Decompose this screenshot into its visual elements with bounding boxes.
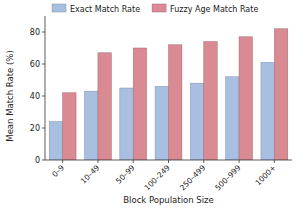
bars [49,29,288,160]
legend-swatch [152,4,166,12]
chart-container: 0 20 40 60 80 0–9 10–49 50–99 100–249250–499500–… [0,0,300,210]
legend-swatch [52,4,66,12]
bar [155,86,168,160]
y-tick [42,32,45,33]
bar [63,93,76,160]
x-tick [97,160,98,163]
x-tick-label: 250–499 [178,163,207,192]
chart-svg: 0 20 40 60 80 0–9 10–49 50–99 100–249250–499500–… [0,0,300,210]
y-axis-title: Mean Match Rate (%) [5,50,15,141]
y-tick-label: 40 [30,92,40,101]
y-tick [42,160,45,161]
y-tick-label: 20 [30,124,40,133]
y-tick [42,64,45,65]
y-tick-label: 80 [30,28,40,37]
x-tick [239,160,240,163]
x-axis-title: Block Population Size [123,195,214,205]
y-axis-line [45,16,46,160]
bar [169,45,182,160]
x-tick [203,160,204,163]
bar [261,62,274,160]
bar [85,91,98,160]
bar [133,48,146,160]
bar [226,77,239,160]
y-tick [42,128,45,129]
bar [204,42,217,160]
x-tick [274,160,275,163]
y-tick-label: 60 [30,60,40,69]
x-tick-label: 500–999 [213,163,242,192]
x-tick-label: 100–249 [143,163,172,192]
bar [274,29,287,160]
bar [98,53,111,160]
x-tick [133,160,134,163]
legend-label: Fuzzy Age Match Rate [170,5,258,14]
x-tick-label: 0–9 [50,163,66,179]
x-tick [62,160,63,163]
x-tick-label: 50–99 [114,163,137,186]
y-tick [42,96,45,97]
x-tick [168,160,169,163]
x-tick-label: 1000+ [253,163,277,187]
x-tick-label: 10–49 [79,163,102,186]
bar [49,122,62,160]
bar [120,88,133,160]
legend-label: Exact Match Rate [70,5,140,14]
bar [190,83,203,160]
y-tick-label: 0 [35,156,40,165]
bar [239,37,252,160]
